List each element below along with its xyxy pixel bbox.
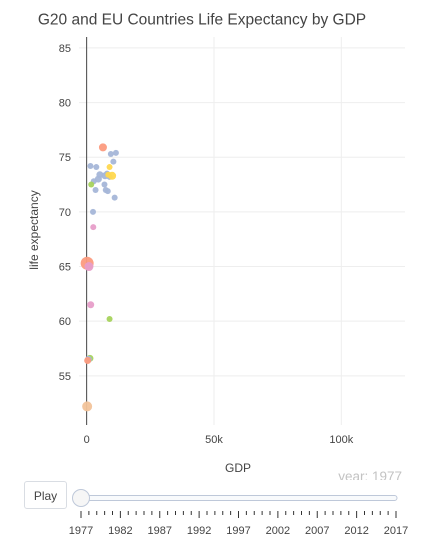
x-axis-title: GDP — [225, 461, 251, 475]
slider-year-label[interactable]: 1982 — [108, 525, 132, 537]
data-point[interactable] — [93, 164, 100, 171]
data-point[interactable] — [111, 194, 118, 201]
y-tick-label: 85 — [59, 43, 71, 55]
data-point[interactable] — [82, 401, 93, 412]
data-point[interactable] — [84, 357, 92, 365]
data-point[interactable] — [106, 315, 113, 322]
data-point[interactable] — [107, 150, 114, 157]
data-point[interactable] — [98, 143, 107, 152]
y-tick-label: 65 — [59, 262, 71, 274]
slider-year-label[interactable]: 1997 — [226, 525, 250, 537]
data-point[interactable] — [90, 208, 97, 215]
slider-year-label[interactable]: 1992 — [187, 525, 211, 537]
y-tick-label: 70 — [59, 207, 71, 219]
data-point[interactable] — [106, 164, 113, 171]
slider-year-label[interactable]: 1977 — [69, 525, 93, 537]
data-point[interactable] — [84, 262, 94, 272]
slider-handle[interactable] — [72, 489, 90, 507]
data-point[interactable] — [92, 187, 99, 194]
data-point[interactable] — [104, 188, 111, 195]
scatter-chart: G20 and EU Countries Life Expectancy by … — [27, 12, 405, 480]
slider-year-label[interactable]: 2017 — [384, 525, 408, 537]
y-tick-label: 75 — [59, 152, 71, 164]
y-tick-label: 60 — [59, 316, 71, 328]
data-point[interactable] — [105, 171, 112, 178]
data-points[interactable] — [80, 143, 119, 412]
x-tick-label: 100k — [329, 434, 353, 446]
data-point[interactable] — [110, 158, 117, 165]
data-point[interactable] — [112, 149, 119, 156]
grid-lines — [79, 37, 405, 425]
data-point[interactable] — [88, 181, 95, 188]
data-point[interactable] — [87, 301, 95, 309]
year-annotation: year: 1977 — [338, 469, 402, 480]
chart-title: G20 and EU Countries Life Expectancy by … — [38, 12, 366, 29]
slider-year-label[interactable]: 2007 — [305, 525, 329, 537]
slider-rail[interactable] — [75, 495, 398, 501]
slider-ticks: 1977 1982 1987 1992 1997 2002 2007 2012 2017 — [69, 511, 408, 537]
axes: 55 60 65 70 75 80 85 0 50k 100k — [59, 37, 354, 446]
year-slider[interactable]: 1977 1982 1987 1992 1997 2002 2007 2012 2017 — [0, 486, 425, 556]
x-tick-label: 50k — [205, 434, 223, 446]
slider-year-label[interactable]: 1987 — [148, 525, 172, 537]
y-tick-label: 80 — [59, 98, 71, 110]
x-tick-label: 0 — [84, 434, 90, 446]
slider-year-label[interactable]: 2002 — [266, 525, 290, 537]
play-button[interactable]: Play — [24, 481, 67, 509]
y-tick-label: 55 — [59, 371, 71, 383]
data-point[interactable] — [101, 181, 108, 188]
data-point[interactable] — [87, 162, 94, 169]
data-point[interactable] — [90, 224, 97, 231]
y-axis-title: life expectancy — [27, 190, 41, 269]
slider-year-label[interactable]: 2012 — [344, 525, 368, 537]
